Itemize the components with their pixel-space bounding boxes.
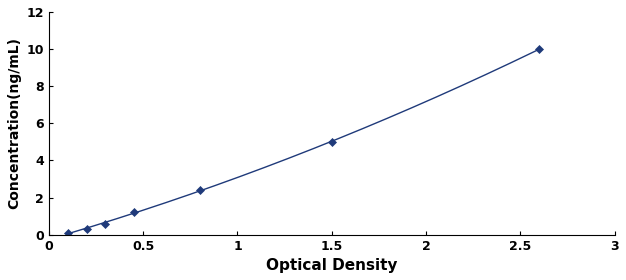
X-axis label: Optical Density: Optical Density bbox=[266, 258, 398, 273]
Y-axis label: Concentration(ng/mL): Concentration(ng/mL) bbox=[7, 37, 21, 209]
